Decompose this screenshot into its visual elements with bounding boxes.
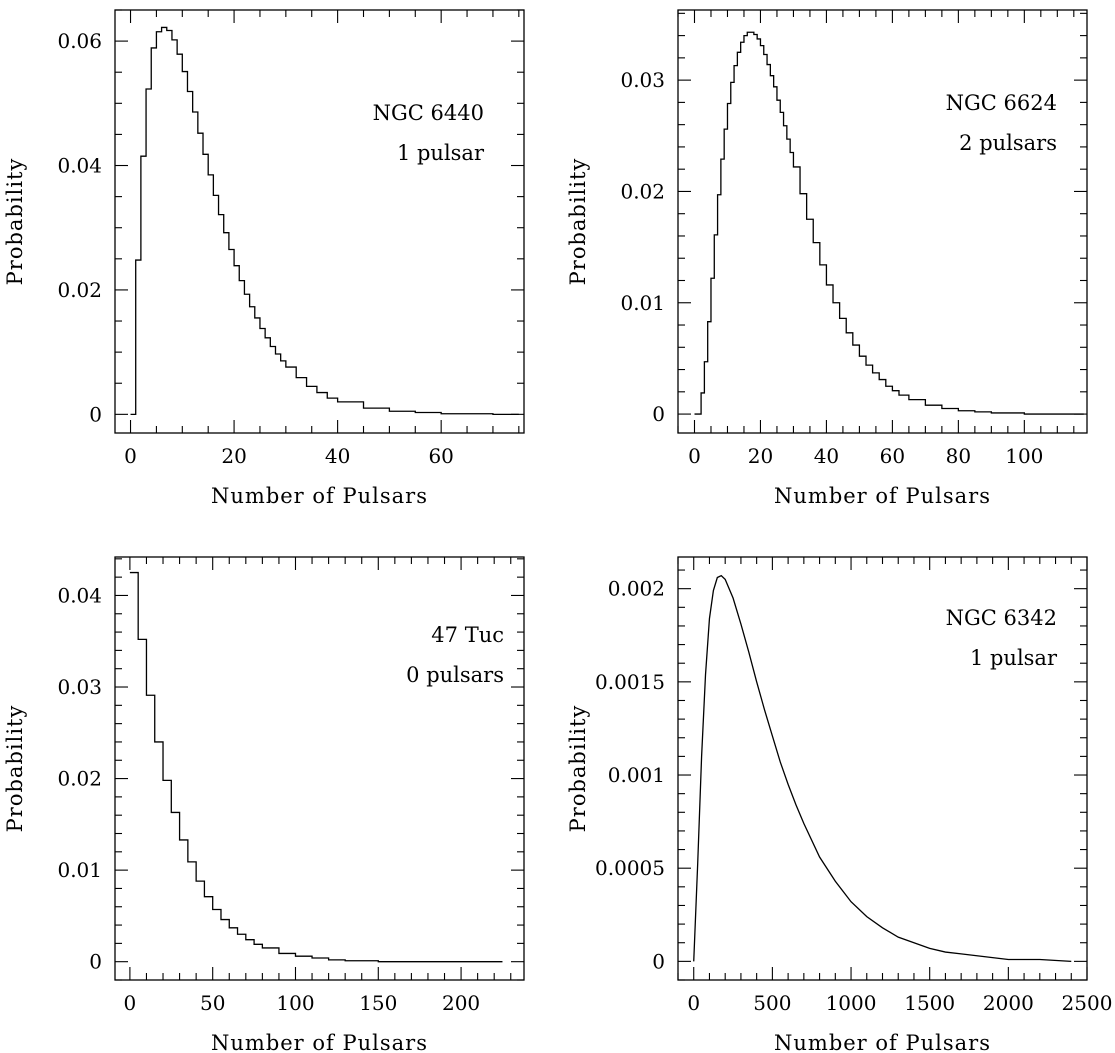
y-tick-label: 0.03 bbox=[620, 68, 665, 92]
x-tick-label: 60 bbox=[880, 444, 905, 468]
y-tick-label: 0.01 bbox=[57, 858, 102, 882]
y-tick-label: 0.04 bbox=[57, 154, 102, 178]
y-tick-label: 0.02 bbox=[57, 278, 102, 302]
probability-series-line bbox=[130, 26, 519, 415]
x-axis-label: Number of Pulsars bbox=[211, 1031, 428, 1053]
panel-47tuc: 0 50 100 150 200 0 0.01 0.02 0.03 0.04 Number of P… bbox=[3, 556, 525, 1053]
x-tick-label: 2500 bbox=[1062, 991, 1113, 1015]
y-tick-label: 0.0015 bbox=[595, 670, 665, 694]
panel-ngc6342: 0 500 1000 1500 2000 2500 0 0.0005 0.001 0.0015 0.… bbox=[566, 556, 1113, 1053]
probability-series-line bbox=[129, 571, 503, 963]
y-tick-label: 0 bbox=[89, 402, 102, 426]
y-tick-label: 0.01 bbox=[620, 291, 665, 315]
panel-ngc6624: 0 20 40 60 80 100 0 0.01 0.02 0.03 Number of Pulsa… bbox=[566, 9, 1088, 508]
x-tick-label: 0 bbox=[124, 444, 137, 468]
probability-series-line bbox=[693, 574, 1072, 963]
y-tick-label: 0.04 bbox=[57, 583, 102, 607]
pulsar-count-annotation: 1 pulsar bbox=[397, 141, 485, 165]
plot-frame bbox=[114, 556, 525, 981]
x-tick-label: 100 bbox=[1005, 444, 1043, 468]
x-tick-label: 0 bbox=[124, 991, 137, 1015]
pulsar-count-annotation: 1 pulsar bbox=[970, 646, 1058, 670]
y-tick-label: 0.02 bbox=[57, 767, 102, 791]
y-tick-label: 0.001 bbox=[608, 763, 665, 787]
x-axis-label: Number of Pulsars bbox=[774, 1031, 991, 1053]
x-tick-label: 40 bbox=[325, 444, 350, 468]
x-tick-label: 50 bbox=[200, 991, 225, 1015]
x-tick-label: 200 bbox=[442, 991, 480, 1015]
y-tick-label: 0.0005 bbox=[595, 856, 665, 880]
y-axis-label: Probability bbox=[566, 705, 590, 833]
pulsar-count-annotation: 0 pulsars bbox=[406, 663, 504, 687]
cluster-name-annotation: NGC 6440 bbox=[373, 101, 484, 125]
x-tick-label: 0 bbox=[687, 991, 700, 1015]
x-tick-label: 100 bbox=[276, 991, 314, 1015]
x-tick-label: 1500 bbox=[904, 991, 955, 1015]
x-tick-label: 2000 bbox=[983, 991, 1034, 1015]
y-axis-label: Probability bbox=[3, 158, 27, 286]
cluster-name-annotation: 47 Tuc bbox=[431, 623, 504, 647]
y-axis-label: Probability bbox=[566, 158, 590, 286]
x-tick-label: 500 bbox=[753, 991, 791, 1015]
cluster-name-annotation: NGC 6624 bbox=[946, 91, 1057, 115]
x-axis-label: Number of Pulsars bbox=[211, 484, 428, 508]
x-axis-label: Number of Pulsars bbox=[774, 484, 991, 508]
y-tick-label: 0.02 bbox=[620, 179, 665, 203]
y-axis-label: Probability bbox=[3, 705, 27, 833]
x-tick-label: 20 bbox=[221, 444, 246, 468]
x-tick-label: 1000 bbox=[826, 991, 877, 1015]
probability-series-line bbox=[694, 31, 1084, 415]
x-tick-label: 60 bbox=[428, 444, 453, 468]
y-tick-label: 0 bbox=[89, 950, 102, 974]
pulsar-count-annotation: 2 pulsars bbox=[959, 131, 1057, 155]
cluster-name-annotation: NGC 6342 bbox=[946, 606, 1057, 630]
y-tick-label: 0 bbox=[652, 949, 665, 973]
panel-ngc6440: 0 20 40 60 0 0.02 0.04 0.06 Number of Pulsars Pro… bbox=[3, 9, 525, 508]
x-tick-label: 80 bbox=[946, 444, 971, 468]
plot-frame bbox=[677, 9, 1088, 434]
y-tick-label: 0.06 bbox=[57, 29, 102, 53]
x-tick-label: 0 bbox=[688, 444, 701, 468]
y-tick-label: 0.002 bbox=[608, 577, 665, 601]
x-tick-label: 40 bbox=[814, 444, 839, 468]
x-tick-label: 150 bbox=[359, 991, 397, 1015]
plot-frame bbox=[114, 9, 525, 434]
x-tick-label: 20 bbox=[748, 444, 773, 468]
y-tick-label: 0.03 bbox=[57, 675, 102, 699]
y-tick-label: 0 bbox=[652, 402, 665, 426]
